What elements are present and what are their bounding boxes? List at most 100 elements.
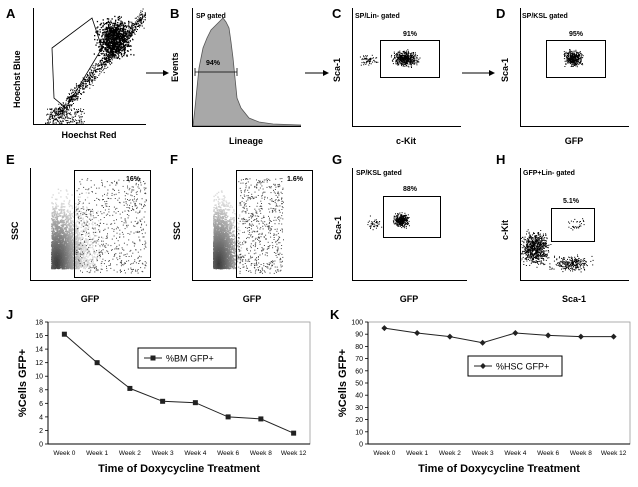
plot-area	[520, 168, 629, 281]
y-tick-label: 12	[35, 360, 43, 367]
flow-arrows	[146, 70, 495, 76]
data-point	[291, 430, 297, 436]
histogram-area	[193, 17, 301, 126]
gate-percentage: 1.6%	[287, 176, 303, 183]
y-tick-label: 16	[35, 333, 43, 340]
x-tick-label: Week 4	[184, 450, 206, 457]
x-axis-label: GFP	[564, 136, 584, 146]
plot-frame	[367, 321, 631, 445]
y-tick-label: 0	[39, 442, 43, 449]
panel-letter-j: J	[6, 307, 14, 322]
data-point	[225, 414, 231, 420]
gate-box	[551, 208, 595, 242]
line-chart-k: 0 10 20 30 40 50 60 70 80 90 100 Week 0 Week 1 Week 2…	[337, 320, 631, 475]
y-axis-title: %Cells GFP+	[17, 349, 29, 417]
data-point	[192, 400, 198, 406]
y-axis-label: SSC	[10, 221, 20, 240]
panel-letter: H	[496, 152, 506, 167]
scatter-plot	[45, 8, 146, 124]
data-point	[160, 398, 166, 404]
scatter-plot	[521, 218, 594, 273]
plot-frame	[47, 321, 311, 445]
cytometry-events	[521, 218, 594, 273]
y-tick-label: 90	[355, 332, 363, 339]
cytometry-events	[563, 49, 584, 68]
x-axis-label: Lineage	[228, 136, 263, 146]
y-tick-label: 4	[39, 414, 43, 421]
plot-area	[33, 8, 146, 125]
gate-title: SP/Lin- gated	[355, 13, 400, 20]
plot-area	[30, 168, 151, 281]
panel-letter: B	[170, 6, 180, 21]
y-tick-label: 50	[355, 381, 363, 388]
sp-gate	[51, 17, 103, 109]
panel-letter-k: K	[330, 307, 340, 322]
scatter-plot	[359, 49, 421, 68]
x-tick-label: Week 4	[504, 450, 526, 457]
y-tick-label: 20	[355, 417, 363, 424]
x-tick-label: Week 3	[472, 450, 494, 457]
y-tick-label: 0	[359, 442, 363, 449]
panel-letter: G	[332, 152, 343, 167]
data-point	[94, 360, 100, 366]
data-point	[545, 332, 552, 339]
cytometry-events	[367, 212, 410, 231]
data-point	[258, 416, 264, 422]
panel-letter: F	[170, 152, 178, 167]
gate-box	[236, 170, 313, 278]
y-tick-label: 40	[355, 393, 363, 400]
y-tick-label: 6	[39, 401, 43, 408]
x-tick-label: Week 2	[439, 450, 461, 457]
plot-area	[520, 8, 629, 127]
data-point	[512, 329, 519, 336]
line-chart-j: 0 2 4 6 8 10 12 14 16 18 Week 0 Week 1 Week 2 Week 3 W…	[17, 320, 311, 475]
x-axis-label: Hoechst Red	[61, 130, 117, 140]
x-axis-label: GFP	[80, 294, 100, 304]
gate-box	[546, 40, 606, 78]
y-axis-title: %Cells GFP+	[337, 349, 349, 417]
legend: %BM GFP+	[137, 347, 237, 369]
plot-area	[192, 8, 301, 127]
data-point	[381, 325, 388, 332]
y-tick-label: 100	[351, 320, 363, 327]
y-tick-label: 30	[355, 405, 363, 412]
panel-letter: E	[6, 152, 15, 167]
series-line	[384, 327, 614, 344]
plot-area	[352, 8, 461, 127]
gate-percentage: 95%	[569, 31, 584, 38]
gate-title: SP/KSL gated	[356, 170, 402, 177]
y-tick-label: 8	[39, 387, 43, 394]
y-axis-label: SSC	[172, 221, 182, 240]
plot-area	[352, 168, 467, 281]
scatter-plot	[563, 49, 584, 68]
gate-percentage: 5.1%	[563, 198, 579, 205]
y-tick-label: 70	[355, 356, 363, 363]
gate-percentage: 88%	[403, 186, 418, 193]
panel-letter: D	[496, 6, 506, 21]
y-tick-label: 14	[35, 347, 43, 354]
gate-percentage: 91%	[403, 31, 418, 38]
y-tick-label: 18	[35, 320, 43, 327]
legend-label: %HSC GFP+	[496, 362, 549, 372]
gate-title: SP/KSL gated	[522, 13, 568, 20]
x-axis-label: GFP	[399, 294, 419, 304]
data-point	[414, 329, 421, 336]
x-axis-label: Sca-1	[561, 294, 587, 304]
x-tick-label: Week 0	[53, 450, 75, 457]
histogram	[193, 17, 301, 126]
cytometry-events	[359, 49, 421, 68]
gate-title: SP gated	[196, 13, 226, 20]
density-plot	[213, 178, 284, 274]
series-line	[64, 333, 294, 434]
y-tick-label: 10	[35, 374, 43, 381]
gate-title: GFP+Lin- gated	[523, 170, 575, 177]
y-tick-label: 80	[355, 344, 363, 351]
data-point	[61, 331, 67, 337]
x-axis-label: c-Kit	[396, 136, 416, 146]
x-tick-label: Week 12	[601, 450, 627, 457]
data-point	[127, 385, 133, 391]
data-point	[479, 339, 486, 346]
y-axis-label: c-Kit	[500, 220, 510, 240]
y-axis-label: Sca-1	[333, 215, 343, 240]
scatter-plot	[367, 212, 410, 231]
